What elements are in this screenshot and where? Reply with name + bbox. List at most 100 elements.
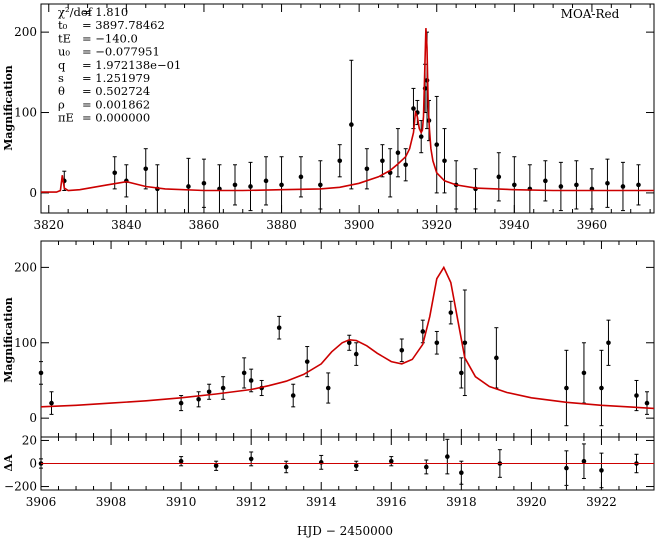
param-value: = −0.077951 [82,45,160,59]
top-data-point [349,122,354,127]
residual-data-point [248,456,254,462]
bottom-data-point [196,397,201,402]
bottom-data-point [606,340,611,346]
top-ylabel: Magnification [2,65,15,151]
bottom-data-point [459,370,464,376]
bottom-data-point [248,378,254,383]
residual-xtick-label: 3922 [586,495,617,509]
residual-data-point [445,454,450,459]
top-data-point [318,182,323,188]
bottom-ytick-label: 100 [14,336,37,350]
residual-data-point [424,464,429,470]
residual-data-point [459,470,464,476]
param-name: θ [58,84,65,98]
param-value: = 1.251979 [82,71,150,85]
bottom-ytick-label: 0 [29,411,37,425]
param-name: q [58,58,66,72]
top-data-point [112,170,118,176]
residual-ytick-label: −200 [4,480,37,494]
top-data-point [512,182,517,188]
bottom-data-point [241,370,247,376]
residual-ytick-label: 20 [22,433,37,447]
bottom-data-point [581,370,587,376]
top-frame [40,3,655,214]
param-value: = −140.0 [82,31,138,45]
x-axis-label: HJD − 2450000 [297,524,393,538]
bottom-data-point [290,393,296,398]
bottom-ytick-label: 200 [14,260,37,274]
top-data-point [380,158,385,164]
residual-xtick-label: 3914 [306,495,337,509]
top-data-point [620,184,626,189]
bottom-data-point [38,370,44,376]
bottom-data-point [206,389,212,395]
top-data-point [411,106,416,111]
param-value: = 1.810 [82,5,128,19]
top-data-point [232,182,238,188]
bottom-plot-area: 0 100 200 [14,241,655,437]
bottom-data-point [220,385,226,391]
residual-xtick-label: 3920 [516,495,547,509]
top-data-point [496,174,502,180]
param-value: = 1.972138e−01 [82,58,181,72]
param-name: s [58,71,64,85]
bottom-data-point [178,400,184,406]
residual-data-point [581,458,587,464]
param-name: χ²/dof [58,5,93,19]
top-data-point [403,162,408,168]
param-name: u₀ [58,45,70,59]
top-data-point [395,150,401,156]
top-model-curve [41,28,654,193]
residual-xtick-label: 3918 [446,495,477,509]
bottom-data-point [420,329,426,334]
bottom-data-point [462,340,468,346]
bottom-data-point [399,348,405,353]
residual-ytick-label: 0 [29,457,37,471]
param-value: = 3897.78462 [82,18,165,32]
bottom-data-point [599,385,604,391]
bottom-data-point [564,385,569,391]
top-data-point [636,182,641,188]
top-data-point [143,166,149,172]
bottom-data-point [494,355,499,361]
top-data-point [263,178,269,184]
top-xtick-label: 3900 [344,218,375,232]
top-data-point [364,166,370,172]
residual-data-point [178,458,184,464]
top-data-point [574,182,579,188]
residual-ylabel: ΔA [2,454,15,472]
residual-xtick-label: 3910 [166,495,197,509]
top-data-point [298,174,304,180]
bottom-data-point [325,385,331,391]
top-xtick-label: 3860 [189,218,220,232]
bottom-data-point [304,359,310,364]
top-ytick-label: 0 [29,186,37,200]
bottom-ylabel: Magnification [2,297,15,383]
bottom-frame [40,240,655,491]
fit-parameters: χ²/dof= 1.810 t₀ = 3897.78462 tE = −140.0 u₀ =… [58,5,181,125]
bottom-model-curve [40,265,655,410]
param-name: ρ [58,97,65,111]
top-data-point [201,180,207,186]
top-data-point [434,142,440,147]
top-data-point [248,184,253,189]
param-name: πE [58,111,74,125]
bottom-data-point [644,400,650,406]
bottom-data-point [353,351,359,357]
bottom-data-point [434,340,440,346]
top-xtick-label: 3920 [421,218,452,232]
top-data-point [442,158,447,164]
param-value: = 0.001862 [82,97,150,111]
residual-data-point [283,464,289,470]
param-name: tE [58,31,71,45]
bottom-data-point [346,340,352,346]
param-value: = 0.000000 [82,111,150,125]
residual-data-point [353,463,359,469]
top-ytick-label: 200 [14,25,37,39]
top-data-point [543,178,548,184]
bottom-data-point [448,310,454,315]
top-xtick-label: 3960 [577,218,608,232]
